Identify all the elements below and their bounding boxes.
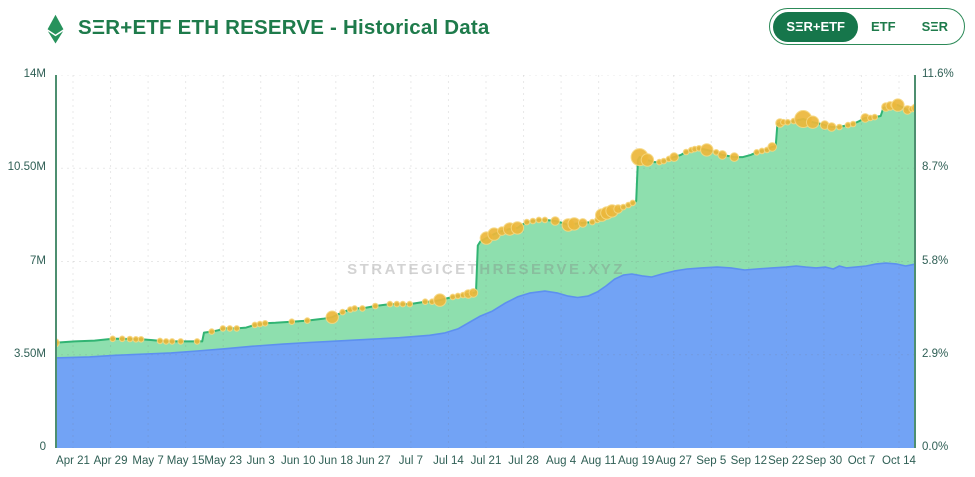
x-tick-label: Sep 30 [805, 455, 843, 467]
toggle-ser-etf-button[interactable]: SΞR+ETF [773, 11, 858, 42]
x-tick-label: May 23 [204, 455, 243, 467]
blue-area-etf-holdings [55, 263, 916, 448]
y-right-tick-label: 11.6% [922, 68, 954, 80]
purchase-event-dot [510, 221, 525, 235]
purchase-event-dot [177, 338, 184, 345]
purchase-event-dot [629, 199, 637, 207]
ethereum-icon [47, 14, 64, 44]
x-tick-label: Apr 29 [93, 455, 128, 467]
purchase-event-dot [233, 325, 240, 332]
x-tick-label: Sep 12 [730, 455, 768, 467]
purchase-event-dot [325, 310, 339, 324]
purchase-event-dot [767, 142, 778, 152]
purchase-event-dot [729, 152, 740, 162]
purchase-event-dot [541, 216, 549, 224]
x-tick-label: Jul 21 [470, 455, 502, 467]
x-tick-label: Jul 28 [508, 455, 539, 467]
blue-line-etf-holdings [55, 262, 916, 359]
purchase-event-dot [304, 317, 311, 324]
x-tick-label: Oct 7 [847, 455, 876, 467]
view-toggle: SΞR+ETF ETF SΞR [769, 8, 965, 45]
y-left-tick-label: 7M [30, 254, 46, 267]
purchase-event-dot [219, 325, 227, 332]
y-right-tick-label: 8.7% [922, 161, 949, 174]
x-tick-label: May 7 [132, 455, 164, 467]
y-left-tick-label: 3.50M [14, 347, 46, 360]
purchase-event-dot [137, 336, 145, 343]
purchase-event-dot [406, 300, 414, 308]
toggle-ser-button[interactable]: SΞR [909, 12, 961, 42]
y-left-tick-label: 10.50M [7, 161, 46, 174]
purchase-event-dot [468, 288, 479, 298]
x-tick-label: Jun 3 [246, 455, 275, 467]
purchase-event-dot [640, 153, 655, 167]
purchase-event-dot [669, 152, 679, 162]
x-tick-label: Aug 4 [546, 455, 577, 467]
x-tick-label: Sep 22 [768, 455, 805, 467]
purchase-event-dot [226, 325, 234, 332]
purchase-event-dot [399, 300, 407, 308]
x-tick-label: Oct 14 [882, 455, 916, 467]
purchase-event-dot [550, 216, 561, 226]
purchase-event-dot [454, 292, 462, 300]
purchase-event-dot [208, 328, 215, 335]
purchase-event-dot [578, 218, 588, 228]
x-tick-label: Jun 27 [356, 455, 391, 467]
x-tick-label: Aug 19 [617, 455, 655, 467]
purchase-event-dot [784, 118, 792, 126]
purchase-event-dot [288, 318, 296, 325]
x-tick-label: Jun 10 [281, 455, 316, 467]
purchase-event-dot [109, 335, 117, 343]
purchase-event-dot [359, 305, 366, 312]
x-tick-label: Aug 11 [580, 455, 617, 467]
purchase-event-dot [386, 300, 394, 308]
purchase-event-dot [826, 122, 837, 132]
purchase-event-dot [433, 293, 447, 307]
reserve-area-chart[interactable] [55, 75, 916, 448]
purchase-event-dot [351, 305, 358, 312]
y-left-tick-label: 14M [23, 68, 46, 80]
purchase-event-dot [849, 120, 857, 128]
purchase-event-dot [126, 335, 134, 343]
y-left-tick-label: 0 [39, 441, 46, 453]
x-tick-label: Jul 14 [433, 455, 464, 467]
page-title: SΞR+ETF ETH RESERVE - Historical Data [78, 16, 490, 39]
purchase-event-dot [891, 98, 905, 112]
purchase-event-dot [529, 217, 537, 225]
purchase-event-dot [806, 115, 820, 129]
y-right-tick-label: 5.8% [922, 254, 949, 267]
x-tick-label: Aug 27 [655, 455, 692, 467]
purchase-event-dot [523, 218, 531, 226]
x-tick-label: Jun 18 [318, 455, 354, 467]
purchase-event-dot [156, 337, 164, 345]
toggle-etf-button[interactable]: ETF [858, 12, 909, 42]
purchase-event-dot [256, 320, 264, 328]
purchase-event-dot [193, 338, 201, 345]
purchase-event-dot [372, 302, 379, 310]
header: SΞR+ETF ETH RESERVE - Historical Data SΞ… [0, 0, 975, 56]
x-tick-label: May 15 [166, 455, 205, 467]
y-right-tick-label: 2.9% [922, 347, 949, 360]
purchase-event-dot [836, 123, 843, 131]
x-tick-label: Apr 21 [56, 455, 90, 467]
purchase-event-dot [700, 143, 714, 157]
purchase-event-dot [339, 308, 346, 316]
purchase-event-dot [421, 298, 429, 305]
purchase-event-dot [535, 216, 543, 224]
purchase-event-dot [118, 335, 126, 343]
purchase-event-dot [393, 300, 401, 308]
purchase-event-dot [168, 338, 176, 345]
y-right-tick-label: 0.0% [922, 441, 949, 453]
x-tick-label: Sep 5 [696, 455, 727, 467]
purchase-event-dot [162, 338, 170, 345]
purchase-event-dot [717, 150, 728, 160]
x-tick-label: Jul 7 [398, 455, 424, 467]
purchase-event-dot [261, 320, 269, 327]
purchase-event-dot [871, 113, 879, 121]
